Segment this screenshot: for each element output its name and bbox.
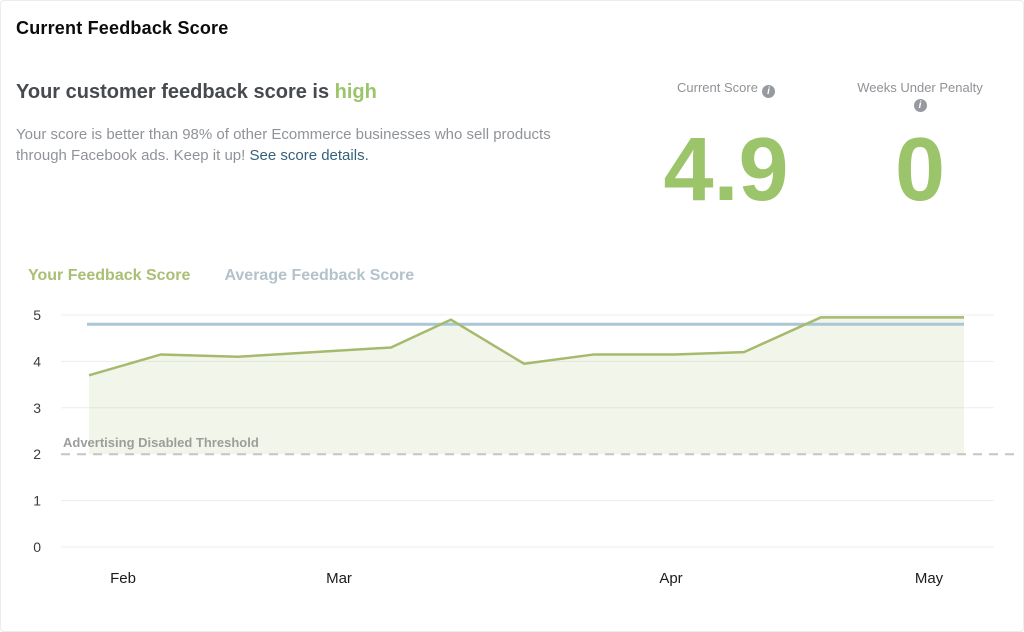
y-tick-label: 0 <box>33 539 41 555</box>
x-tick-label: Apr <box>659 570 682 587</box>
score-line <box>88 316 964 377</box>
heading-prefix: Your customer feedback score is <box>16 81 330 103</box>
score-summary-heading: Your customer feedback score is high <box>16 80 377 104</box>
page-title: Current Feedback Score <box>16 18 229 38</box>
tab-average-feedback-score[interactable]: Average Feedback Score <box>224 267 415 284</box>
y-tick-label: 1 <box>33 493 41 509</box>
threshold-label: Advertising Disabled Threshold <box>63 435 259 450</box>
current-score-stat: Current Score i 4.9 <box>641 79 811 215</box>
info-icon[interactable]: i <box>761 85 775 98</box>
y-tick-label: 3 <box>33 400 41 416</box>
feedback-score-chart: 5 4 3 2 1 0 Advertising Disabled Threshold Feb M… <box>33 307 1017 587</box>
weeks-under-penalty-label-row: Weeks Under Penalty i <box>834 79 1006 112</box>
y-tick-label: 4 <box>33 353 41 369</box>
current-score-label-row: Current Score i <box>641 79 811 98</box>
x-tick-label: Feb <box>110 570 136 587</box>
x-tick-label: May <box>915 570 944 587</box>
y-tick-label: 5 <box>33 307 41 323</box>
description-text: Your score is better than 98% of other E… <box>16 126 551 164</box>
tab-your-feedback-score[interactable]: Your Feedback Score <box>28 267 191 284</box>
score-description: Your score is better than 98% of other E… <box>16 124 601 166</box>
weeks-under-penalty-value: 0 <box>894 120 946 220</box>
current-score-label: Current Score <box>677 80 758 95</box>
weeks-under-penalty-stat: Weeks Under Penalty i 0 <box>834 79 1006 215</box>
x-tick-label: Mar <box>326 570 352 587</box>
info-icon[interactable]: i <box>913 99 927 112</box>
y-tick-label: 2 <box>33 446 41 462</box>
chart-legend-tabs: Your Feedback Score Average Feedback Sco… <box>28 267 414 285</box>
weeks-under-penalty-label: Weeks Under Penalty <box>857 80 983 95</box>
score-area <box>89 317 964 455</box>
score-status: high <box>334 81 377 103</box>
current-score-value: 4.9 <box>663 120 789 220</box>
see-score-details-link[interactable]: See score details. <box>249 147 369 164</box>
